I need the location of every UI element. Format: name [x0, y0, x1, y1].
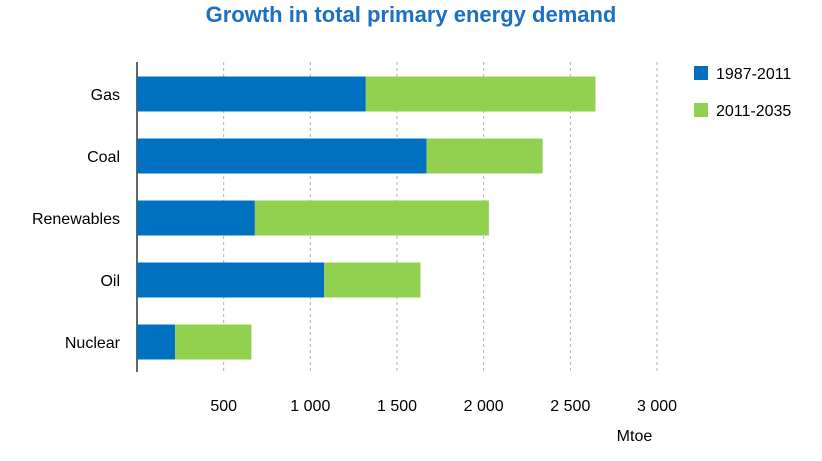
bar-gas-series2	[365, 76, 596, 112]
category-label: Gas	[91, 87, 120, 104]
x-tick-label: 1 500	[377, 398, 417, 415]
bar-coal-series1	[137, 138, 427, 174]
bar-nuclear-series1	[137, 324, 176, 360]
chart-title: Growth in total primary energy demand	[205, 2, 617, 27]
category-label: Nuclear	[65, 335, 121, 352]
bar-nuclear-series2	[175, 324, 252, 360]
bar-oil-series1	[137, 262, 325, 298]
x-tick-label: 3 000	[637, 398, 677, 415]
x-tick-label: 1 000	[290, 398, 330, 415]
bar-gas-series1	[137, 76, 366, 112]
legend-swatch	[694, 103, 708, 117]
bar-oil-series2	[324, 262, 421, 298]
category-label: Coal	[87, 149, 120, 166]
legend-label: 2011-2035	[716, 103, 791, 120]
bar-renewables-series2	[254, 200, 489, 236]
bar-coal-series2	[426, 138, 543, 174]
category-label: Oil	[100, 273, 120, 290]
x-tick-label: 2 000	[464, 398, 504, 415]
x-tick-label: 500	[210, 398, 237, 415]
legend-swatch	[694, 66, 708, 80]
x-tick-label: 2 500	[550, 398, 590, 415]
bar-renewables-series1	[137, 200, 255, 236]
x-axis-label: Mtoe	[617, 428, 653, 445]
category-label: Renewables	[32, 211, 120, 228]
legend-label: 1987-2011	[716, 66, 791, 83]
